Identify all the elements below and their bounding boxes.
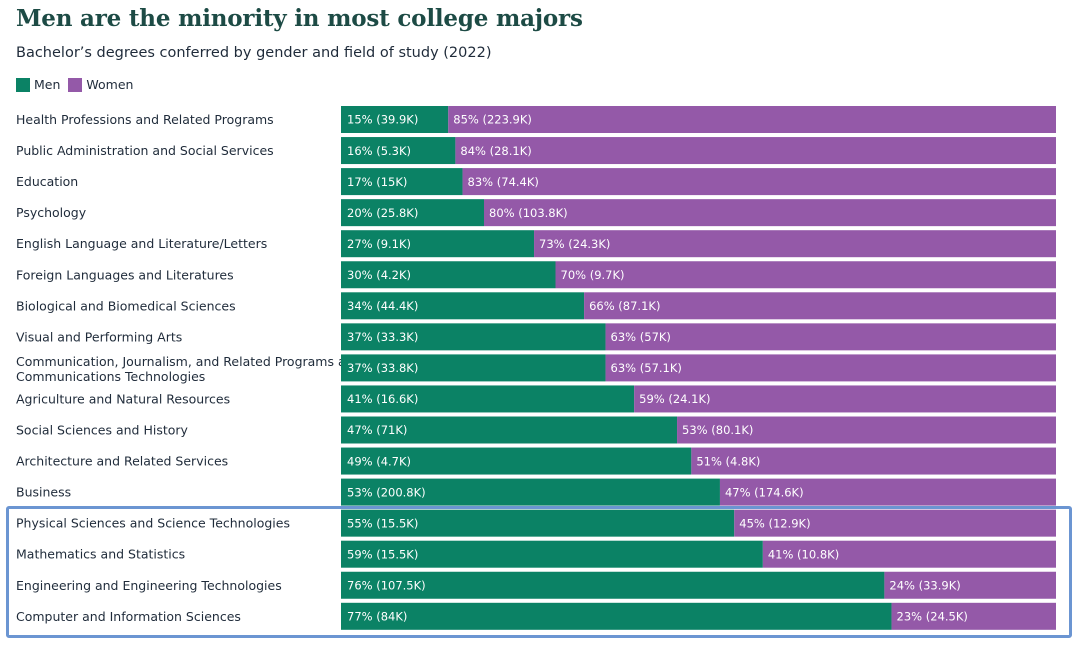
category-label: Psychology [16,205,87,220]
bar-women [455,137,1056,165]
bar-women [534,230,1056,258]
legend-swatch-men [16,77,30,92]
legend-label-men: Men [34,77,61,92]
bar-men [341,261,556,289]
bar-label-men: 16% (5.3K) [347,144,411,158]
category-label: Communication, Journalism, and Related P… [16,354,377,384]
bar-women [884,571,1056,599]
category-label: Engineering and Engineering Technologies [16,578,282,593]
bar-men [341,106,449,133]
legend-label-women: Women [86,77,134,92]
bar-label-men: 47% (71K) [347,423,407,437]
bar-label-men: 37% (33.3K) [347,330,418,344]
bar-men [341,137,456,165]
category-label: Architecture and Related Services [16,454,228,469]
bar-men [341,230,535,258]
bar-label-women: 63% (57K) [611,330,671,344]
category-label: Biological and Biomedical Sciences [16,298,236,313]
chart-title: Men are the minority in most college maj… [16,5,583,32]
bar-label-men: 17% (15K) [347,175,407,189]
bar-men [341,168,463,196]
bar-label-women: 41% (10.8K) [768,547,839,561]
category-label: Education [16,174,78,189]
bar-label-women: 51% (4.8K) [696,454,760,468]
bar-label-women: 85% (223.9K) [453,113,532,127]
bar-label-women: 84% (28.1K) [460,144,531,158]
category-label: Foreign Languages and Literatures [16,267,234,282]
bar-label-women: 45% (12.9K) [739,516,810,530]
bar-label-men: 76% (107.5K) [347,578,426,592]
bar-women [762,540,1056,568]
bar-label-women: 23% (24.5K) [897,610,968,624]
category-label: English Language and Literature/Letters [16,236,267,251]
legend-item-men: Men [16,77,60,92]
bar-men [341,602,892,630]
bar-label-men: 55% (15.5K) [347,516,418,530]
category-label: Business [16,485,71,500]
bar-men [341,540,763,568]
bar-label-women: 80% (103.8K) [489,206,568,220]
legend: Men Women [16,77,141,92]
chart-subtitle: Bachelor’s degrees conferred by gender a… [16,45,492,61]
bar-label-women: 66% (87.1K) [589,299,660,313]
bar-label-men: 37% (33.8K) [347,361,418,375]
bar-women [891,602,1056,630]
category-label: Public Administration and Social Service… [16,143,274,158]
bar-men [341,385,635,413]
bar-men [341,447,692,475]
bar-men [341,478,720,506]
bar-label-men: 30% (4.2K) [347,268,411,282]
bar-label-women: 83% (74.4K) [468,175,539,189]
category-label: Social Sciences and History [16,423,189,438]
bar-men [341,323,606,351]
bar-women [605,354,1056,382]
bar-label-men: 59% (15.5K) [347,547,418,561]
bar-label-women: 63% (57.1K) [611,361,682,375]
bar-women [719,478,1056,506]
bar-label-women: 47% (174.6K) [725,485,804,499]
bar-label-women: 59% (24.1K) [639,392,710,406]
legend-item-women: Women [68,77,133,92]
bar-men [341,509,735,537]
bar-label-men: 77% (84K) [347,610,407,624]
bar-men [341,292,585,320]
bar-label-women: 24% (33.9K) [889,578,960,592]
bar-label-men: 34% (44.4K) [347,299,418,313]
bar-men [341,416,678,444]
bar-men [341,354,606,382]
bar-men [341,199,484,227]
bar-label-men: 15% (39.9K) [347,113,418,127]
bar-label-men: 49% (4.7K) [347,454,411,468]
bar-women [462,168,1056,196]
legend-swatch-women [68,77,83,92]
bar-women [734,509,1056,537]
bar-women [634,385,1056,413]
bar-women [677,416,1056,444]
bar-label-men: 53% (200.8K) [347,485,426,499]
bar-label-men: 20% (25.8K) [347,206,418,220]
bar-label-women: 70% (9.7K) [561,268,625,282]
bar-label-women: 53% (80.1K) [682,423,753,437]
category-label: Agriculture and Natural Resources [16,391,230,406]
category-label: Physical Sciences and Science Technologi… [16,516,290,531]
bar-label-men: 27% (9.1K) [347,237,411,251]
bar-women [555,261,1056,289]
bar-women [605,323,1056,351]
bar-men [341,571,885,599]
category-label: Visual and Performing Arts [16,329,182,344]
bar-women [691,447,1056,475]
bar-label-women: 73% (24.3K) [539,237,610,251]
category-label: Mathematics and Statistics [16,547,185,562]
category-label: Health Professions and Related Programs [16,112,274,127]
bar-women [448,106,1056,133]
bar-women [484,199,1056,227]
category-label: Computer and Information Sciences [16,609,241,624]
bar-label-men: 41% (16.6K) [347,392,418,406]
bar-women [584,292,1056,320]
